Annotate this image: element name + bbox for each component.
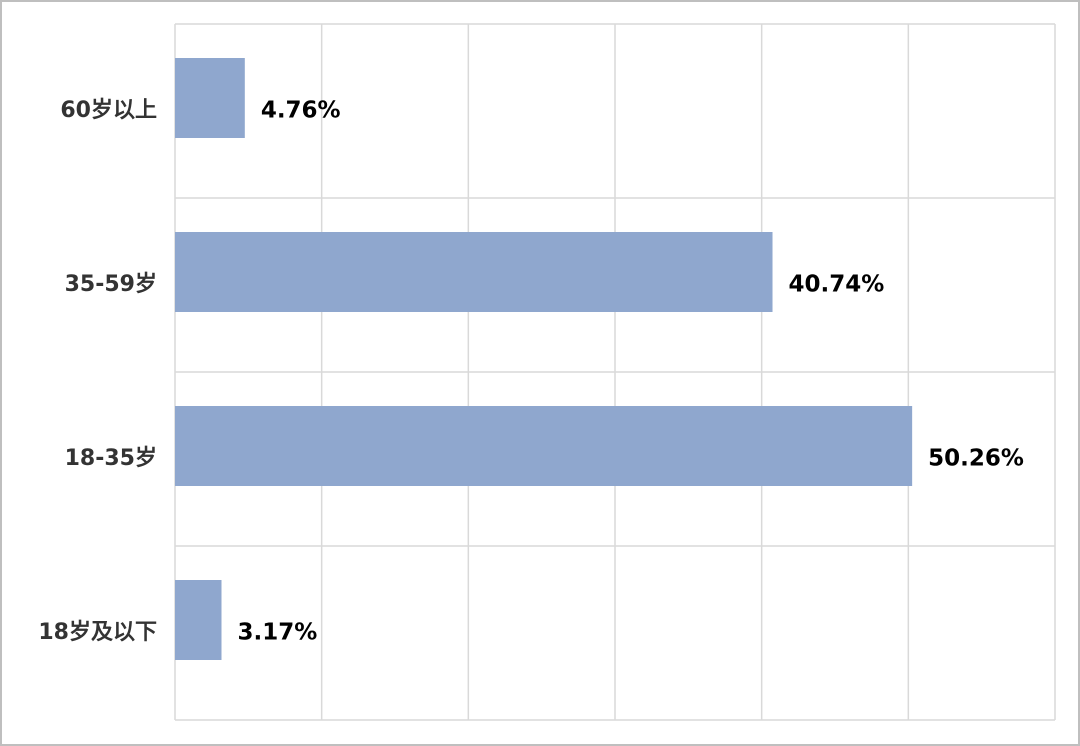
bar [175,232,773,312]
category-label: 18岁及以下 [38,619,157,645]
category-label: 60岁以上 [60,97,157,123]
value-label: 4.76% [261,98,341,124]
value-label: 3.17% [237,620,317,646]
bar [175,580,222,660]
bar [175,406,913,486]
category-label: 35-59岁 [65,271,157,297]
value-label: 40.74% [789,272,885,298]
category-label: 18-35岁 [65,445,157,471]
value-label: 50.26% [928,446,1024,472]
bar [175,58,245,138]
